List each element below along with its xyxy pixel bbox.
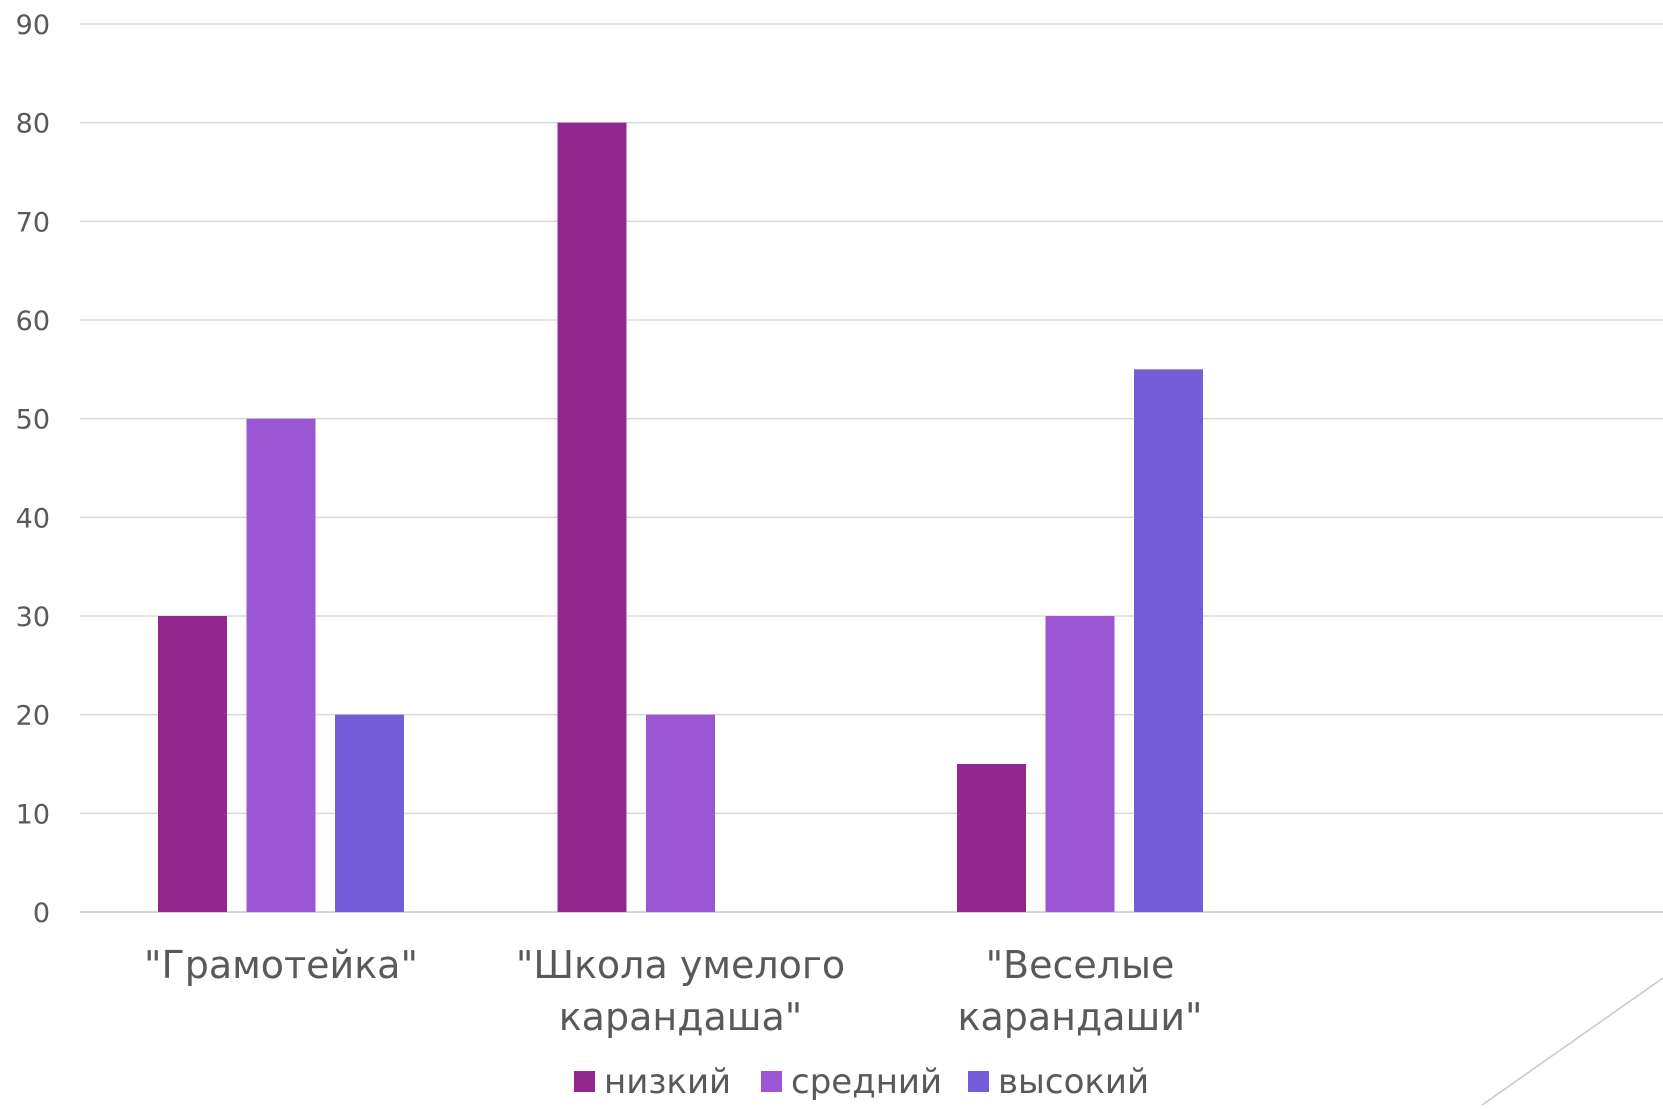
- bar-средний-0: [246, 418, 316, 912]
- y-tick-label: 0: [33, 898, 50, 929]
- bar-низкий-1: [557, 122, 627, 912]
- bars: [158, 122, 1203, 912]
- x-category-label: "Грамотейка": [144, 943, 418, 987]
- bar-средний-1: [646, 714, 715, 912]
- legend-swatch-высокий: [968, 1071, 989, 1092]
- legend-label-высокий: высокий: [998, 1062, 1149, 1102]
- y-tick-label: 40: [16, 503, 50, 534]
- y-tick-label: 50: [16, 405, 50, 436]
- y-tick-label: 20: [16, 701, 50, 732]
- bar-высокий-0: [335, 714, 404, 912]
- decorative-corner-line: [1481, 977, 1663, 1106]
- x-category-label: "Школа умелого карандаша": [516, 943, 845, 1039]
- legend-label-средний: средний: [791, 1062, 942, 1102]
- x-category-label: "Веселые карандаши": [958, 943, 1203, 1039]
- y-tick-label: 10: [16, 799, 50, 830]
- legend-label-низкий: низкий: [604, 1062, 731, 1102]
- bar-средний-2: [1045, 616, 1115, 912]
- y-tick-label: 90: [16, 10, 50, 41]
- bar-низкий-0: [158, 616, 227, 912]
- bar-низкий-2: [957, 764, 1026, 912]
- y-tick-label: 70: [16, 207, 50, 238]
- y-tick-label: 60: [16, 306, 50, 337]
- legend: низкий средний высокий: [574, 1062, 1149, 1102]
- gridlines: [80, 23, 1663, 913]
- y-tick-label: 30: [16, 602, 50, 633]
- legend-swatch-низкий: [574, 1071, 595, 1092]
- y-axis-tick-labels: 0 10 20 30 40 50 60 70 80 90: [16, 10, 50, 929]
- x-axis-category-labels: "Грамотейка" "Школа умелого карандаша" "Вес…: [144, 943, 1202, 1039]
- legend-swatch-средний: [761, 1071, 782, 1092]
- bar-высокий-2: [1134, 369, 1203, 912]
- y-tick-label: 80: [16, 109, 50, 140]
- corner-decoration-line: [1481, 977, 1663, 1106]
